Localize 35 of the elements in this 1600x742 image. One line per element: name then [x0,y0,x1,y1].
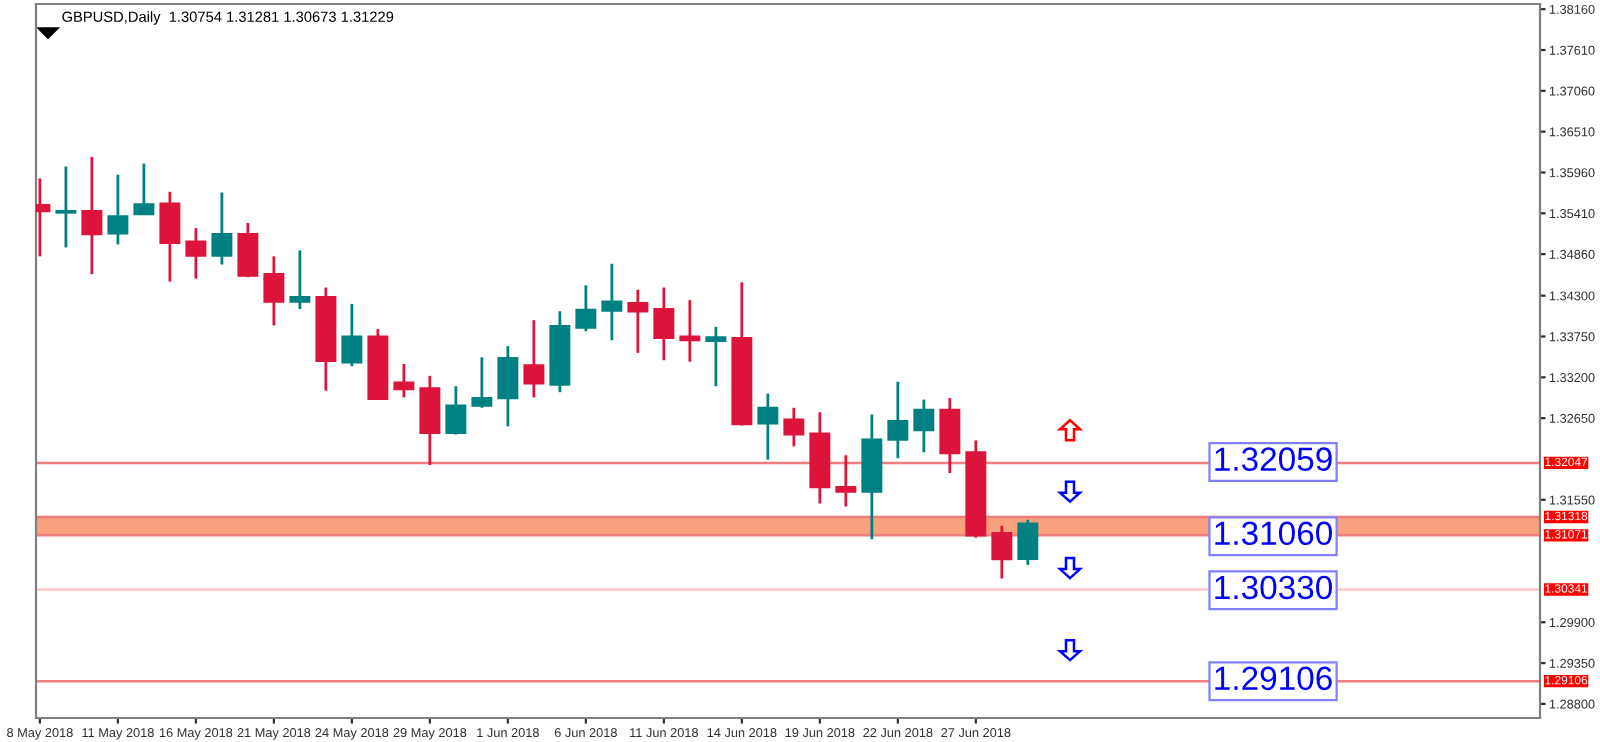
candlestick [497,344,519,428]
candlestick [81,155,103,276]
annotation: 1.29106 [1215,666,1332,691]
candlestick [783,406,805,448]
candlestick [393,362,415,399]
candlestick [419,374,441,467]
candlestick [991,524,1013,580]
candlestick [835,453,857,508]
candlestick [757,392,779,462]
candlestick [653,286,675,362]
annotation: 1.30330 [1215,575,1332,600]
candlestick [185,226,207,281]
candlestick [939,396,961,475]
annotation: 1.32059 [1215,447,1332,471]
candlestick [627,288,649,355]
candlestick [913,398,935,454]
candlestick [107,173,129,246]
annotation: 1.31060 [1215,521,1332,546]
candlestick [445,384,467,436]
candlestick [289,249,311,311]
candlestick [341,302,363,368]
candlestick [887,380,909,460]
candlestick [471,355,493,410]
candlestick [523,318,545,399]
candlestick [575,283,597,333]
candlestick [705,325,727,388]
candlestick [159,190,181,283]
candlestick [601,262,623,342]
candlestick [55,165,77,249]
candlestick [133,162,155,217]
candlestick [237,221,259,279]
candlestick [211,191,233,266]
candlestick [679,298,701,364]
candlestick [1017,518,1039,567]
candlestick [263,254,285,327]
